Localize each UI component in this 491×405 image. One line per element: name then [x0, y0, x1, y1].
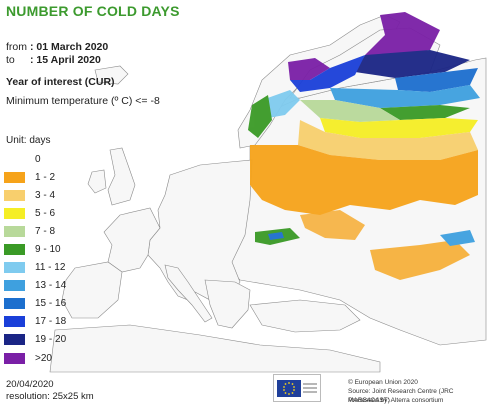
legend-item: 3 - 4: [4, 186, 66, 204]
legend-swatch: [4, 352, 25, 364]
eu-logo: [273, 374, 321, 402]
legend-item: 15 - 16: [4, 295, 66, 313]
year-of-interest: Year of interest (CUR): [6, 76, 115, 88]
legend-label: 17 - 18: [35, 316, 67, 328]
legend-item: 9 - 10: [4, 240, 66, 258]
legend-label: 7 - 8: [35, 225, 56, 237]
france-landmass: [103, 207, 161, 273]
legend-label: 0: [35, 153, 41, 165]
legend-swatch: [4, 280, 25, 292]
zone-7-8: [300, 100, 400, 122]
zone-norway-coast: [248, 95, 272, 138]
legend-label: 5 - 6: [35, 207, 56, 219]
zone-1-2-east: [250, 145, 478, 215]
legend-swatch: [4, 262, 25, 274]
legend-label: 9 - 10: [35, 244, 61, 256]
zone-alps-blue: [268, 232, 284, 240]
legend-item: 1 - 2: [4, 168, 66, 186]
legend-label: >20: [35, 352, 52, 364]
legend-swatch: [4, 171, 25, 183]
zone-1-2-caucasus: [370, 240, 470, 280]
from-value: : 01 March 2020: [30, 41, 109, 53]
to-value: : 15 April 2020: [30, 54, 101, 66]
balkans-landmass: [204, 279, 251, 329]
legend-item: 13 - 14: [4, 277, 66, 295]
legend-swatch: [4, 207, 25, 219]
eu-logo-text: [303, 381, 317, 395]
cold-days-overlay: [248, 12, 480, 280]
legend-label: 11 - 12: [35, 262, 66, 274]
zone-3-4: [298, 120, 478, 160]
eu-flag-icon: [277, 379, 301, 397]
legend-swatch: [4, 244, 25, 256]
source: Source: Joint Research Centre (JRC MARS4…: [348, 388, 454, 404]
legend: 0 1 - 2 3 - 4 5 - 6 7 - 8 9 - 10 11 - 12 13 - 1…: [4, 150, 66, 367]
zone-caucasus-high: [440, 230, 475, 246]
legend-label: 3 - 4: [35, 189, 56, 201]
great-britain-landmass: [107, 147, 136, 206]
zone-over-20: [365, 12, 440, 55]
legend-label: 19 - 20: [35, 334, 67, 346]
period-to: to : 15 April 2020: [6, 54, 101, 66]
legend-label: 15 - 16: [35, 298, 67, 310]
legend-item: >20: [4, 349, 66, 367]
zone-17-18: [290, 55, 365, 92]
to-label: to: [6, 54, 15, 66]
turkey-landmass: [249, 299, 361, 333]
italy-landmass: [164, 264, 213, 323]
zone-9-10: [380, 105, 470, 120]
processed-by: Processed by: Alterra consortium: [348, 397, 444, 404]
iceland-landmass: [94, 65, 129, 85]
zone-11-12: [262, 90, 300, 118]
legend-item: 5 - 6: [4, 204, 66, 222]
map-title: NUMBER OF COLD DAYS: [6, 3, 180, 19]
legend-label: 1 - 2: [35, 171, 56, 183]
zone-5-6: [320, 118, 478, 138]
legend-item: 7 - 8: [4, 222, 66, 240]
map-date: 20/04/2020: [6, 379, 54, 390]
legend-swatch: [4, 189, 25, 201]
central-europe-landmass: [147, 159, 253, 301]
zone-over-20-west: [288, 58, 330, 80]
legend-label: 13 - 14: [35, 280, 67, 292]
legend-item: 17 - 18: [4, 313, 66, 331]
legend-unit: Unit: days: [6, 135, 51, 146]
ireland-landmass: [87, 169, 107, 194]
legend-item: 19 - 20: [4, 331, 66, 349]
legend-swatch: [4, 225, 25, 237]
legend-item: 0: [4, 150, 66, 168]
north-africa-landmass: [49, 324, 381, 373]
legend-swatch: [4, 334, 25, 346]
legend-swatch: [4, 316, 25, 328]
zone-19-20: [355, 50, 470, 78]
zone-13-14: [330, 85, 480, 108]
period-from: from: 01 March 2020: [6, 41, 108, 53]
map-resolution: resolution: 25x25 km: [6, 391, 94, 402]
legend-item: 11 - 12: [4, 259, 66, 277]
zone-15-16: [395, 68, 478, 92]
legend-swatch: [4, 154, 25, 165]
legend-swatch: [4, 298, 25, 310]
temperature-criterion: Minimum temperature (º C) <= -8: [6, 95, 160, 107]
zone-1-2-south: [300, 210, 365, 240]
copyright: © European Union 2020: [348, 379, 418, 386]
iberia-landmass: [61, 261, 123, 319]
from-label: from: [6, 41, 27, 53]
